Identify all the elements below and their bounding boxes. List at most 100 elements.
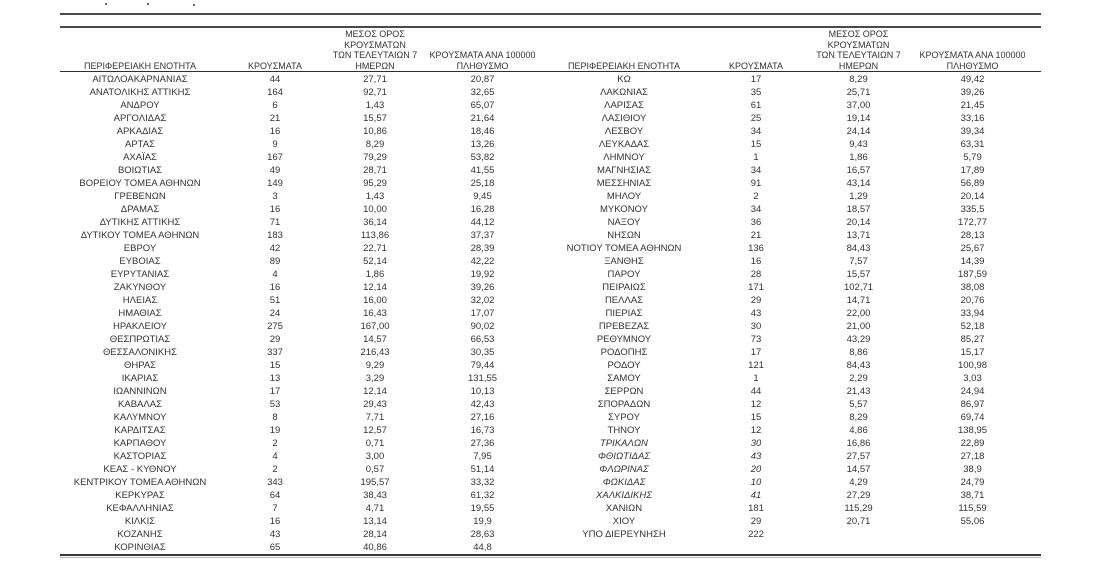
cases-cell: 10 bbox=[750, 477, 762, 488]
avg7-cell: 22,00 bbox=[846, 308, 871, 319]
avg7-cell: 1,86 bbox=[365, 269, 385, 280]
region-cell: ΦΛΩΡΙΝΑΣ bbox=[599, 464, 649, 475]
per100k-cell: 18,46 bbox=[470, 126, 495, 137]
cases-cell: 43 bbox=[269, 529, 281, 540]
avg7-cell: 12,14 bbox=[363, 386, 387, 397]
per100k-cell: 38,71 bbox=[960, 490, 985, 501]
cases-cell: 181 bbox=[748, 503, 764, 514]
region-cell: ΤΡΙΚΑΛΩΝ bbox=[600, 438, 648, 449]
avg7-cell: 20,71 bbox=[846, 516, 871, 527]
region-cell: ΑΝΔΡΟΥ bbox=[120, 100, 160, 111]
table-row: ΣΥΡΟΥ 15 8,29 69,74 bbox=[548, 411, 1040, 424]
avg7-cell: 1,86 bbox=[849, 152, 868, 163]
cases-cell: 61 bbox=[750, 100, 762, 111]
region-cell: ΘΕΣΣΑΛΟΝΙΚΗΣ bbox=[103, 347, 177, 358]
region-cell: ΑΝΑΤΟΛΙΚΗΣ ΑΤΤΙΚΗΣ bbox=[89, 87, 191, 98]
table-row: ΧΙΟΥ 29 20,71 55,06 bbox=[548, 515, 1040, 528]
region-cell: ΛΕΣΒΟΥ bbox=[604, 126, 644, 137]
per100k-cell: 33,94 bbox=[960, 308, 985, 319]
avg7-cell: 16,43 bbox=[363, 308, 387, 319]
per100k-cell: 27,16 bbox=[470, 412, 495, 423]
per100k-cell: 7,95 bbox=[473, 451, 492, 462]
table-row: ΚΙΛΚΙΣ 16 13,14 19,9 bbox=[60, 515, 545, 528]
cases-cell: 65 bbox=[269, 542, 281, 553]
region-cell: ΑΙΤΩΛΟΑΚΑΡΝΑΝΙΑΣ bbox=[92, 74, 188, 85]
region-cell: ΠΕΙΡΑΙΩΣ bbox=[602, 282, 646, 293]
cases-cell: 43 bbox=[750, 451, 762, 462]
avg7-cell: 40,86 bbox=[363, 542, 387, 553]
per100k-cell: 44,8 bbox=[473, 542, 492, 553]
per100k-cell: 42,43 bbox=[470, 399, 495, 410]
table-row: ΙΚΑΡΙΑΣ 13 3,29 131,55 bbox=[60, 372, 545, 385]
cases-cell: 34 bbox=[750, 204, 762, 215]
cases-cell: 16 bbox=[269, 282, 281, 293]
avg7-cell: 95,29 bbox=[363, 178, 387, 189]
region-cell: ΚΕΝΤΡΙΚΟΥ ΤΟΜΕΑ ΑΘΗΝΩΝ bbox=[73, 477, 207, 488]
avg7-cell: 113,86 bbox=[360, 230, 390, 241]
cases-cell: 13 bbox=[269, 373, 281, 384]
cases-cell: 7 bbox=[272, 503, 278, 514]
per100k-cell: 16,28 bbox=[470, 204, 495, 215]
per100k-cell: 44,12 bbox=[470, 217, 495, 228]
per100k-cell: 39,26 bbox=[960, 87, 985, 98]
cases-cell: 12 bbox=[750, 399, 762, 410]
table-row: ΚΩ 17 8,29 49,42 bbox=[548, 73, 1040, 86]
avg7-cell: 19,14 bbox=[846, 113, 871, 124]
avg7-cell: 1,43 bbox=[365, 191, 385, 202]
avg7-cell: 2,29 bbox=[849, 373, 868, 384]
per100k-cell: 21,45 bbox=[960, 100, 985, 111]
avg7-cell: 28,71 bbox=[363, 165, 387, 176]
region-cell: ΛΑΣΙΘΙΟΥ bbox=[601, 113, 647, 124]
per100k-cell: 16,73 bbox=[470, 425, 495, 436]
region-cell: ΘΗΡΑΣ bbox=[123, 360, 157, 371]
region-cell: ΧΑΛΚΙΔΙΚΗΣ bbox=[596, 490, 652, 501]
table-row: ΚΑΛΥΜΝΟΥ 8 7,71 27,16 bbox=[60, 411, 545, 424]
avg7-cell: 14,57 bbox=[846, 464, 871, 475]
table-row: ΛΕΥΚΑΔΑΣ 15 9,43 63,31 bbox=[548, 138, 1040, 151]
avg7-cell: 13,71 bbox=[846, 230, 871, 241]
region-cell: ΗΡΑΚΛΕΙΟΥ bbox=[113, 321, 167, 332]
table-row: ΖΑΚΥΝΘΟΥ 16 12,14 39,26 bbox=[60, 281, 545, 294]
table-row: ΚΑΣΤΟΡΙΑΣ 4 3,00 7,95 bbox=[60, 450, 545, 463]
avg7-cell: 8,29 bbox=[849, 412, 868, 423]
table-row: ΛΑΣΙΘΙΟΥ 25 19,14 33,16 bbox=[548, 112, 1040, 125]
region-cell: ΜΥΚΟΝΟΥ bbox=[600, 204, 648, 215]
avg7-cell: 1,29 bbox=[849, 191, 868, 202]
table-row: ΑΡΚΑΔΙΑΣ 16 10,86 18,46 bbox=[60, 125, 545, 138]
table-row: ΚΕΦΑΛΛΗΝΙΑΣ 7 4,71 19,55 bbox=[60, 502, 545, 515]
region-cell: ΙΩΑΝΝΙΝΩΝ bbox=[113, 386, 167, 397]
avg7-cell: 9,29 bbox=[365, 360, 385, 371]
per100k-cell: 100,98 bbox=[957, 360, 988, 371]
table-row: ΤΡΙΚΑΛΩΝ 30 16,86 22,89 bbox=[548, 437, 1040, 450]
table-row: ΠΕΙΡΑΙΩΣ 171 102,71 38,08 bbox=[548, 281, 1040, 294]
cases-cell: 16 bbox=[269, 204, 281, 215]
table-row: ΑΡΓΟΛΙΔΑΣ 21 15,57 21,64 bbox=[60, 112, 545, 125]
cases-cell: 3 bbox=[272, 191, 278, 202]
cases-cell: 21 bbox=[750, 230, 762, 241]
region-cell: ΘΕΣΠΡΩΤΙΑΣ bbox=[109, 334, 171, 345]
avg7-cell: 84,43 bbox=[846, 243, 871, 254]
cases-cell: 44 bbox=[269, 74, 281, 85]
table-row: ΗΡΑΚΛΕΙΟΥ 275 167,00 90,02 bbox=[60, 320, 545, 333]
cases-cell: 19 bbox=[269, 425, 281, 436]
cases-cell: 15 bbox=[750, 412, 762, 423]
cases-cell: 29 bbox=[750, 295, 762, 306]
cases-cell: 17 bbox=[750, 347, 762, 358]
table-row: ΠΡΕΒΕΖΑΣ 30 21,00 52,18 bbox=[548, 320, 1040, 333]
cases-cell: 167 bbox=[267, 152, 283, 163]
region-cell: ΞΑΝΘΗΣ bbox=[604, 256, 644, 267]
table-row: ΚΕΝΤΡΙΚΟΥ ΤΟΜΕΑ ΑΘΗΝΩΝ 343 195,57 33,32 bbox=[60, 476, 545, 489]
per100k-cell: 17,07 bbox=[470, 308, 495, 319]
region-cell: ΠΙΕΡΙΑΣ bbox=[605, 308, 643, 319]
cases-cell: 71 bbox=[269, 217, 281, 228]
table-row: ΑΧΑΪΑΣ 167 79,29 53,82 bbox=[60, 151, 545, 164]
cases-cell: 29 bbox=[269, 334, 281, 345]
region-cell: ΧΑΝΙΩΝ bbox=[605, 503, 643, 514]
cases-cell: 4 bbox=[272, 269, 278, 280]
table-row: ΑΝΑΤΟΛΙΚΗΣ ΑΤΤΙΚΗΣ 164 92,71 32,65 bbox=[60, 86, 545, 99]
per100k-cell: 25,67 bbox=[960, 243, 985, 254]
per100k-cell: 335,5 bbox=[960, 204, 985, 215]
per100k-cell: 33,32 bbox=[470, 477, 495, 488]
avg7-cell: 79,29 bbox=[363, 152, 387, 163]
